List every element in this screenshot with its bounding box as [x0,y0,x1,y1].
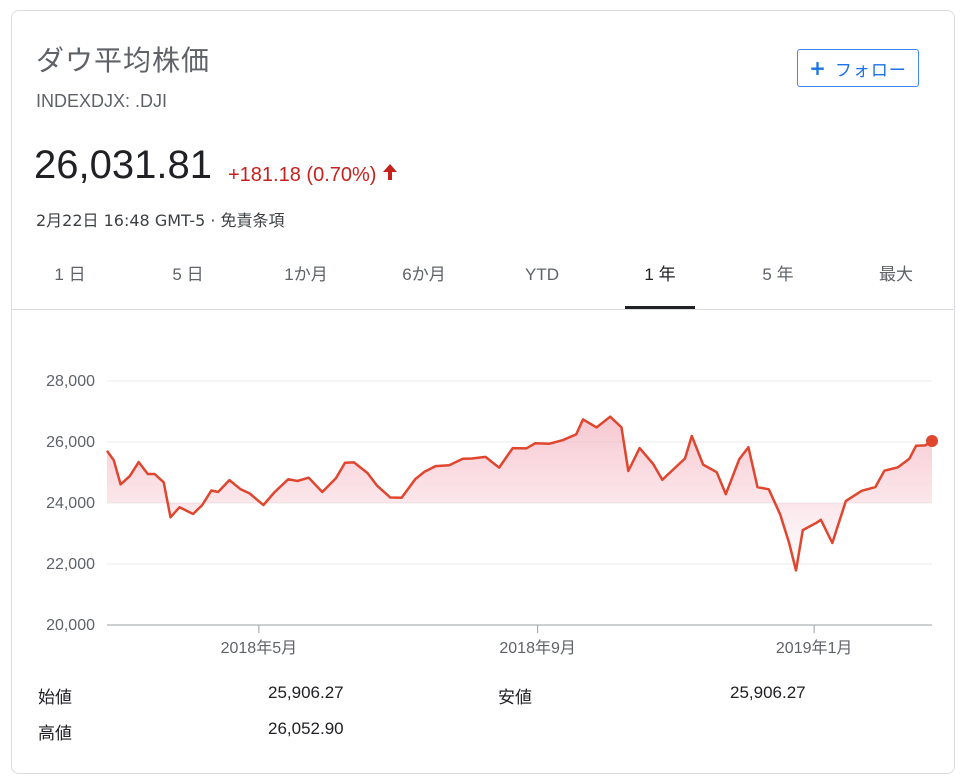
tab-1m[interactable]: 1か月 [284,265,328,284]
open-value: 25,906.27 [268,683,344,702]
tab-1y[interactable]: 1 年 [620,255,700,309]
tab-6m[interactable]: 6か月 [402,265,446,284]
low-value: 25,906.27 [730,683,806,702]
y-tick-label: 20,000 [46,617,95,634]
current-price: 26,031.81 [34,143,212,187]
quote-timestamp: 2月22日 16:48 GMT-5 · 免責条項 [36,211,285,230]
plus-icon: + [809,56,827,80]
ticker-symbol: INDEXDJX: .DJI [36,91,168,111]
range-tabs: 1 日 5 日 1か月 6か月 YTD 1 年 5 年 最大 [12,255,954,310]
price-line [105,415,933,572]
y-tick-label: 26,000 [46,434,95,451]
arrow-up-icon [382,163,398,187]
latest-price-dot [926,435,938,448]
x-tick-label: 2018年9月 [499,639,576,657]
low-label: 安値 [498,688,532,707]
tab-5y[interactable]: 5 年 [762,265,794,284]
x-tick-label: 2018年5月 [221,639,298,657]
stock-title: ダウ平均株価 [36,44,211,77]
price-change-value: +181.18 (0.70%) [228,163,377,186]
stock-card: ダウ平均株価 INDEXDJX: .DJI + フォロー 26,031.81 +… [11,10,955,774]
follow-button-label: フォロー [834,60,907,81]
tab-1d[interactable]: 1 日 [54,265,86,284]
open-label: 始値 [38,688,72,707]
tab-5d[interactable]: 5 日 [172,265,204,284]
high-value: 26,052.90 [268,719,344,738]
y-tick-label: 24,000 [46,495,95,512]
y-tick-label: 28,000 [46,373,95,390]
high-label: 高値 [38,724,72,743]
follow-button[interactable]: + フォロー [797,49,919,87]
x-tick-label: 2019年1月 [776,639,853,657]
price-change: +181.18 (0.70%) [228,163,398,187]
price-area-fill [107,416,932,571]
y-tick-label: 22,000 [46,556,95,573]
tab-max[interactable]: 最大 [879,265,913,284]
price-chart[interactable]: 20,000 22,000 24,000 26,000 28,000 2018年5月 201… [12,341,954,671]
tab-ytd[interactable]: YTD [525,265,559,284]
